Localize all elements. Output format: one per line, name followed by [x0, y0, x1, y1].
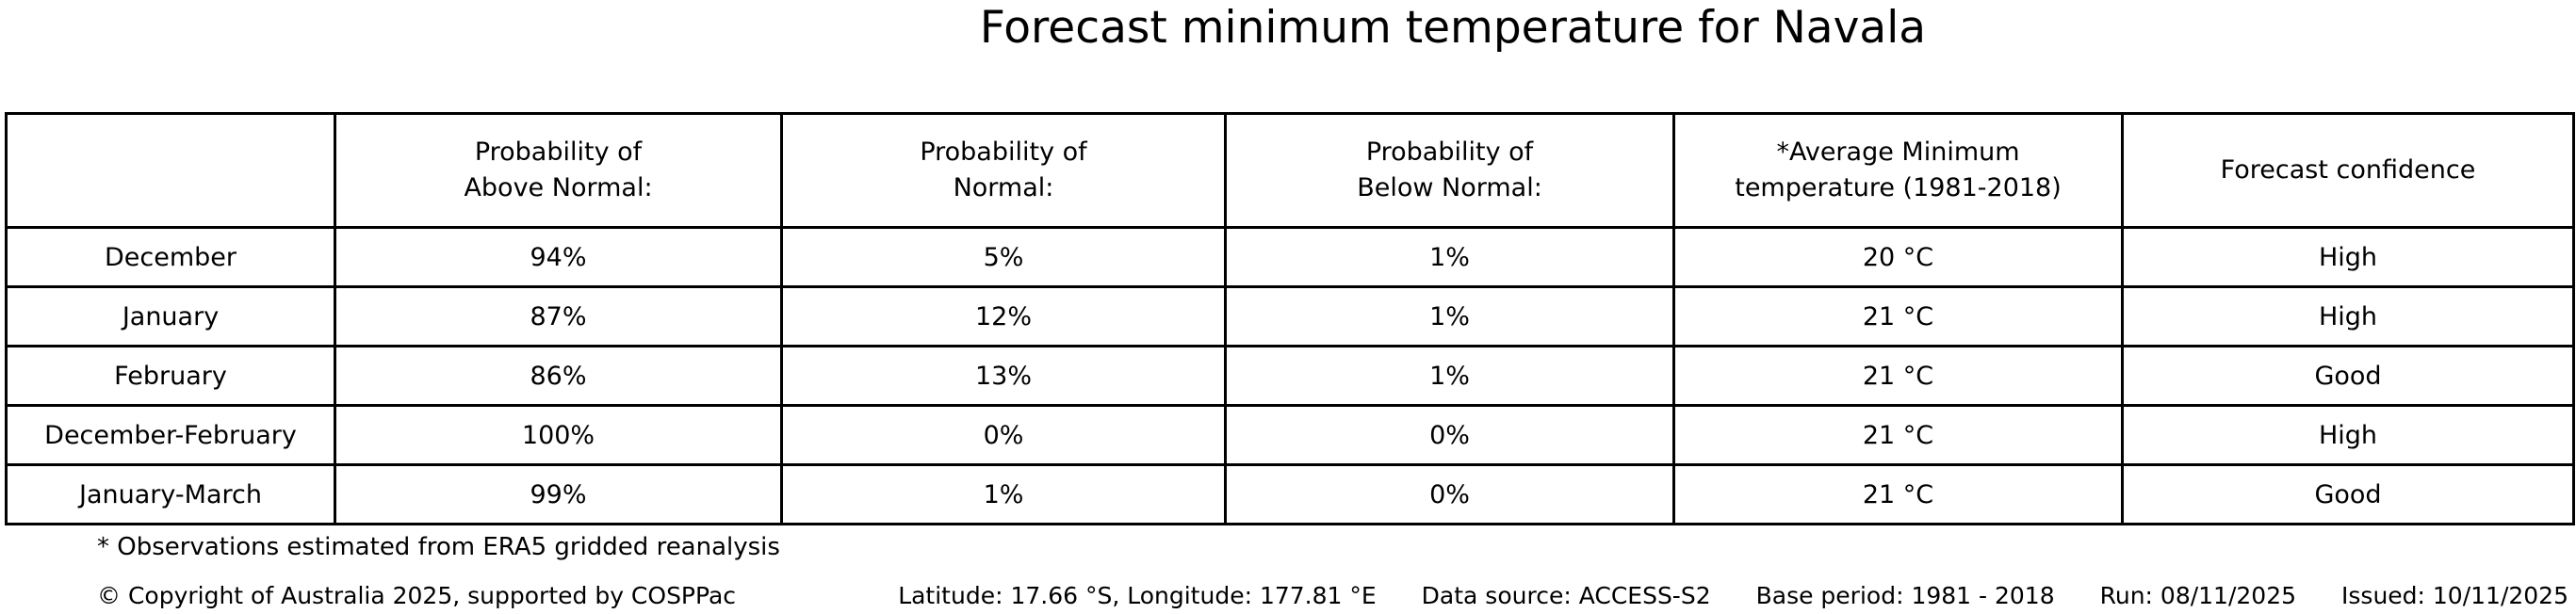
table-cell: 87% [334, 285, 783, 347]
table-cell: 86% [334, 345, 783, 407]
table-header-row: Probability of Above Normal: Probability… [5, 112, 2575, 229]
forecast-table: Probability of Above Normal: Probability… [5, 112, 2575, 525]
table-cell: 20 °C [1672, 226, 2124, 288]
table-row: February 86% 13% 1% 21 °C Good [5, 345, 2575, 407]
table-cell: 1% [1224, 285, 1675, 347]
table-cell: 99% [334, 463, 783, 525]
table-cell: 12% [780, 285, 1227, 347]
table-cell: 21 °C [1672, 285, 2124, 347]
page-title: Forecast minimum temperature for Navala [979, 2, 1927, 54]
observations-footnote: * Observations estimated from ERA5 gridd… [97, 533, 780, 561]
table-cell: 21 °C [1672, 463, 2124, 525]
column-header-above-normal: Probability of Above Normal: [334, 112, 783, 229]
table-cell: 100% [334, 404, 783, 466]
table-cell: 1% [1224, 226, 1675, 288]
row-label: January-March [5, 463, 336, 525]
row-label: January [5, 285, 336, 347]
footer-metadata-group: Latitude: 17.66 °S, Longitude: 177.81 °E… [898, 582, 2568, 609]
table-cell: 94% [334, 226, 783, 288]
table-cell: 1% [780, 463, 1227, 525]
footer-bar: © Copyright of Australia 2025, supported… [97, 582, 2568, 609]
issued-date-text: Issued: 10/11/2025 [2341, 582, 2568, 609]
table-cell: 1% [1224, 345, 1675, 407]
table-corner-cell [5, 112, 336, 229]
table-cell: 5% [780, 226, 1227, 288]
table-cell: Good [2121, 463, 2575, 525]
table-cell: 0% [780, 404, 1227, 466]
location-text: Latitude: 17.66 °S, Longitude: 177.81 °E [898, 582, 1377, 609]
data-source-text: Data source: ACCESS-S2 [1421, 582, 1711, 609]
table-cell: 0% [1224, 463, 1675, 525]
column-header-normal: Probability of Normal: [780, 112, 1227, 229]
table-cell: 21 °C [1672, 345, 2124, 407]
run-date-text: Run: 08/11/2025 [2099, 582, 2297, 609]
base-period-text: Base period: 1981 - 2018 [1755, 582, 2055, 609]
column-header-average-minimum: *Average Minimum temperature (1981-2018) [1672, 112, 2124, 229]
table-cell: 0% [1224, 404, 1675, 466]
row-label: February [5, 345, 336, 407]
table-row: December 94% 5% 1% 20 °C High [5, 226, 2575, 288]
copyright-text: © Copyright of Australia 2025, supported… [97, 582, 737, 609]
table-row: January-March 99% 1% 0% 21 °C Good [5, 463, 2575, 525]
table-row: December-February 100% 0% 0% 21 °C High [5, 404, 2575, 466]
table-row: January 87% 12% 1% 21 °C High [5, 285, 2575, 347]
column-header-below-normal: Probability of Below Normal: [1224, 112, 1675, 229]
row-label: December [5, 226, 336, 288]
table-cell: 13% [780, 345, 1227, 407]
row-label: December-February [5, 404, 336, 466]
table-cell: High [2121, 285, 2575, 347]
table-cell: 21 °C [1672, 404, 2124, 466]
table-cell: Good [2121, 345, 2575, 407]
column-header-forecast-confidence: Forecast confidence [2121, 112, 2575, 229]
table-cell: High [2121, 404, 2575, 466]
table-cell: High [2121, 226, 2575, 288]
